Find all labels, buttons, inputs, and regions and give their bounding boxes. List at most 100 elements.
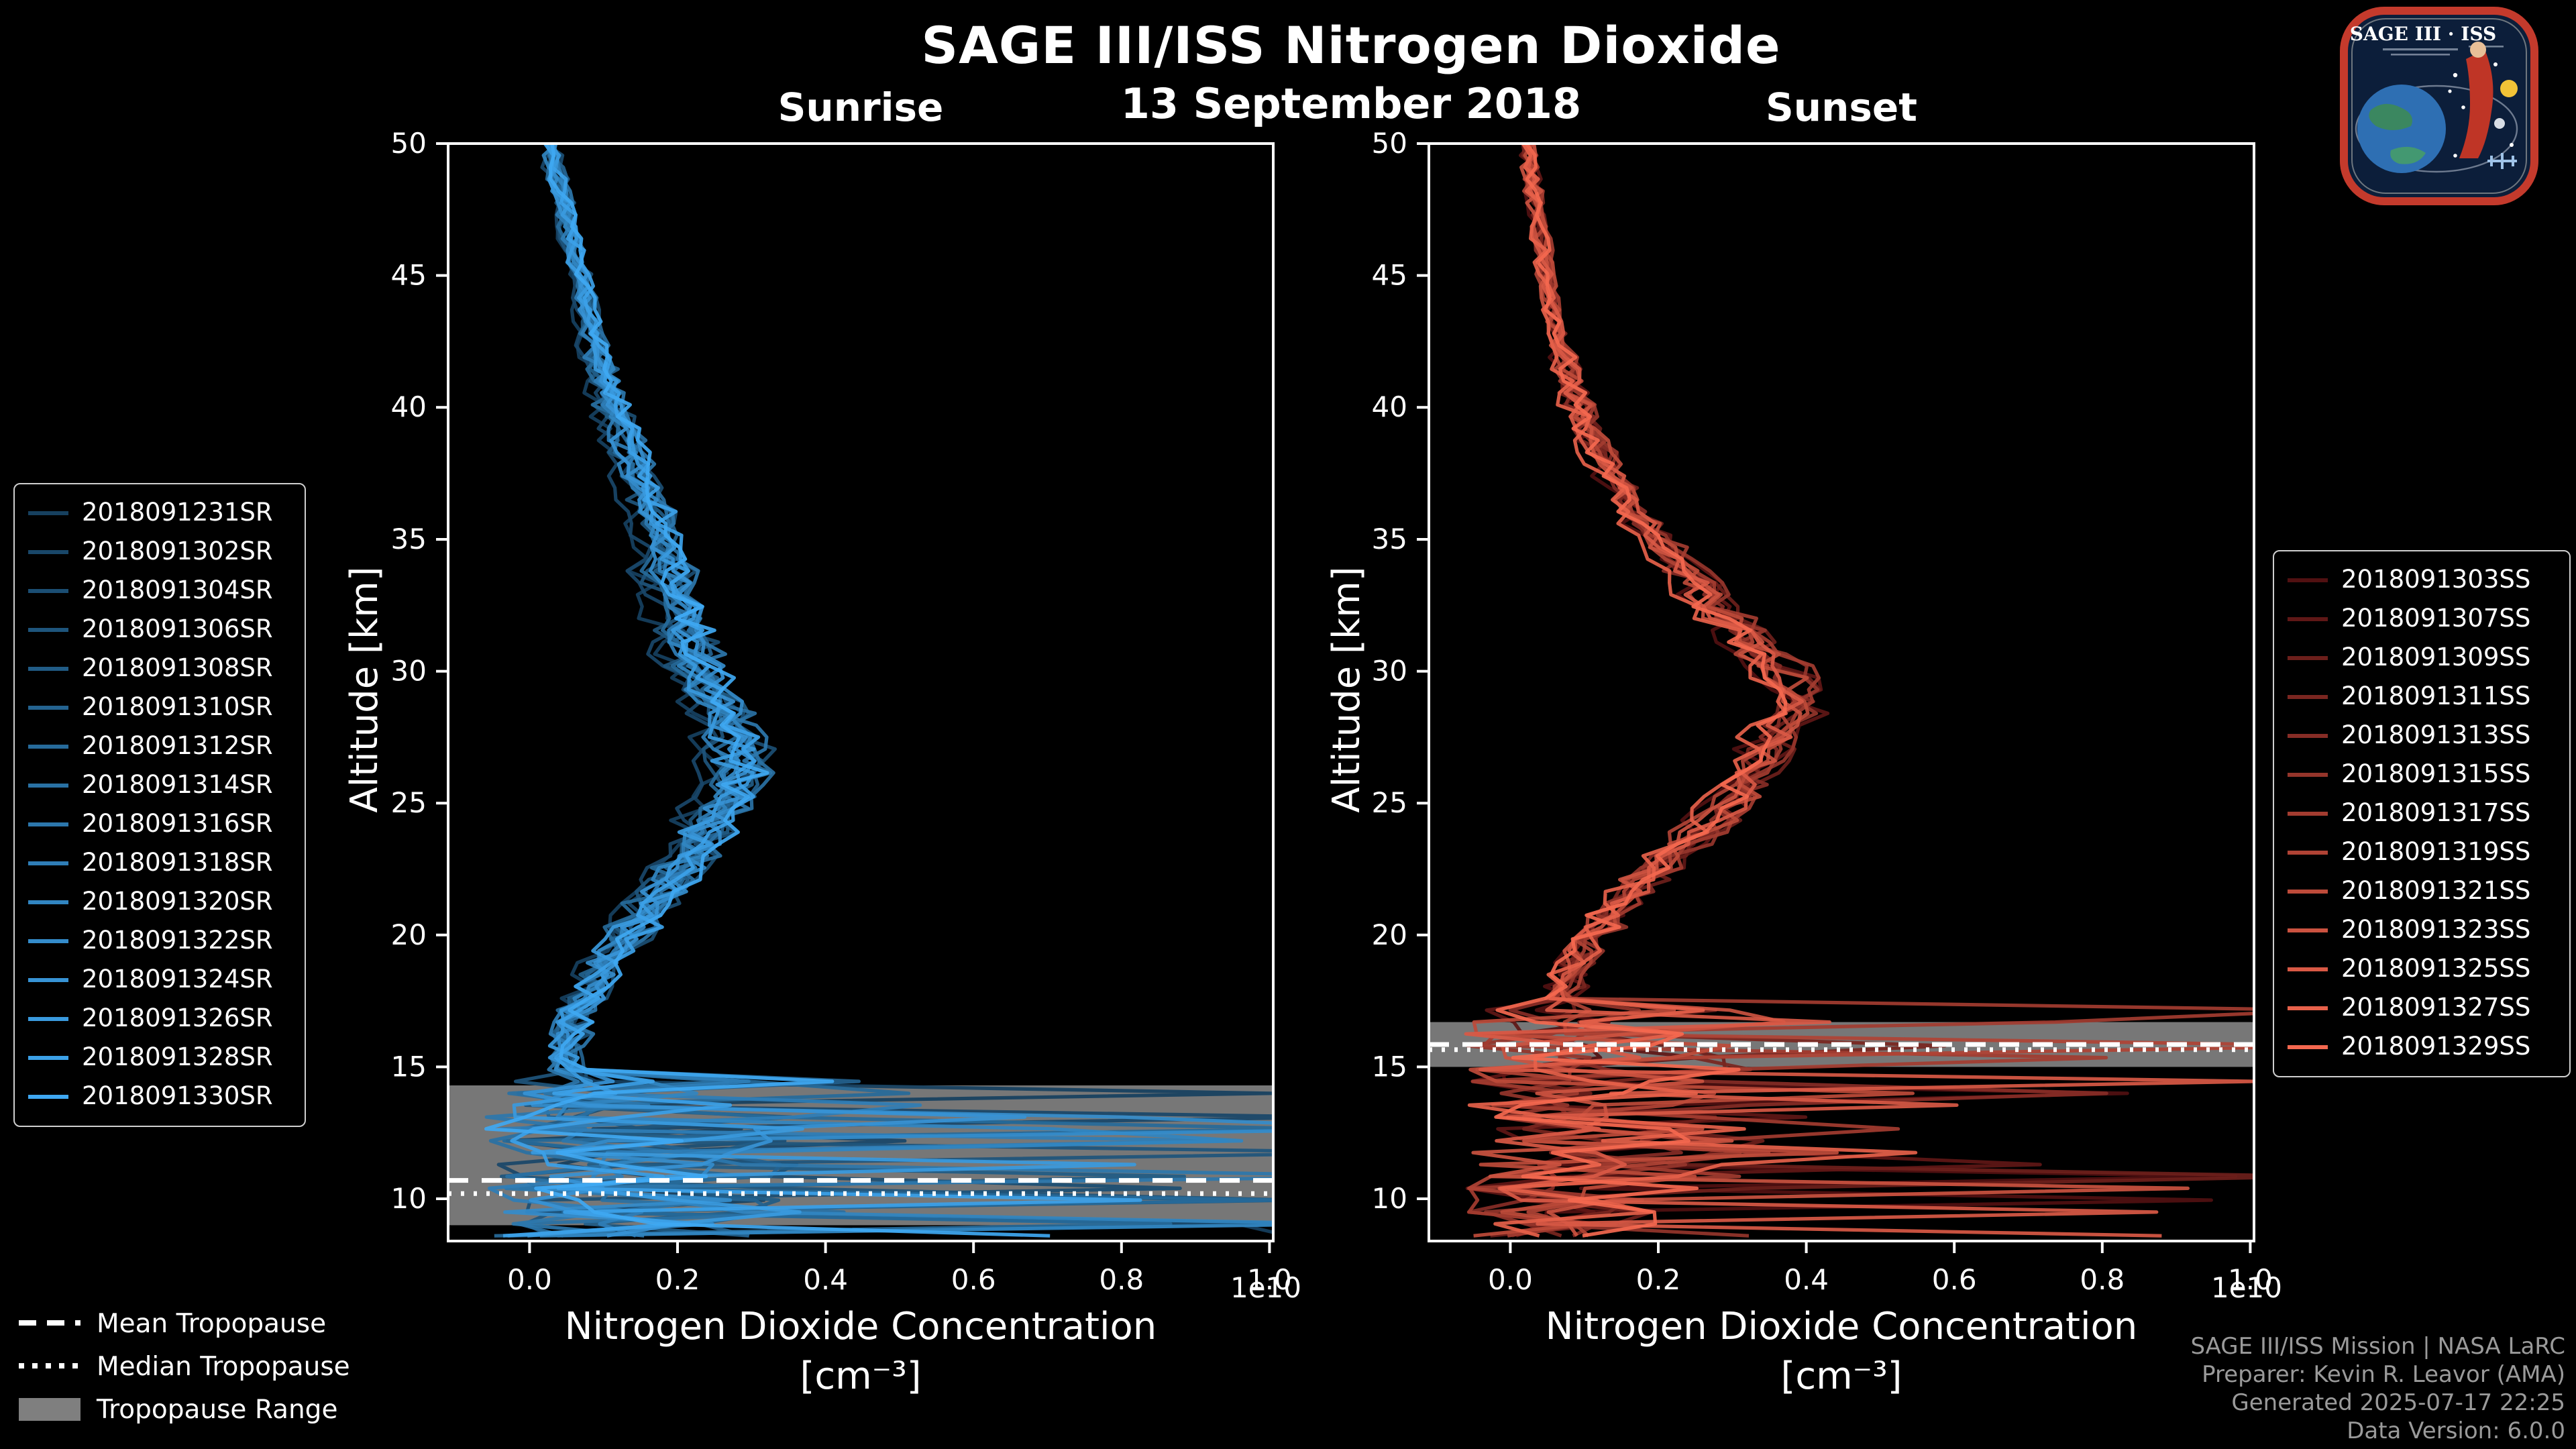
- legend-label: 2018091330SR: [82, 1083, 273, 1111]
- legend-label: 2018091312SR: [82, 733, 273, 761]
- patch-fineprint: [2383, 46, 2504, 56]
- profile-line-2018091326SR: [512, 144, 1136, 1238]
- legend-label: 2018091319SS: [2341, 839, 2531, 867]
- legend-label: 2018091322SR: [82, 927, 273, 955]
- x-tick-label: 0.4: [1784, 1263, 1829, 1296]
- legend-label: 2018091315SS: [2341, 761, 2531, 789]
- legend-sunset: 2018091303SS 2018091307SS 2018091309SS 2018…: [2273, 550, 2571, 1077]
- legend-item: 2018091306SR: [28, 610, 291, 649]
- legend-item: 2018091312SR: [28, 727, 291, 766]
- figure-date: 13 September 2018: [1120, 80, 1582, 129]
- legend-label: 2018091304SR: [82, 577, 273, 605]
- legend-item: 2018091309SS: [2288, 639, 2556, 678]
- plot-border: [1428, 142, 2255, 1242]
- legend-item: 2018091310SR: [28, 688, 291, 727]
- legend-label: 2018091323SS: [2341, 916, 2531, 945]
- gray-patch-sample: [19, 1397, 80, 1420]
- x-tick-label: 0.6: [1932, 1263, 1977, 1296]
- legend-line-sample: [28, 549, 68, 555]
- mission-patch-logo: SAGE III · ISS: [2340, 7, 2538, 205]
- legend-line-sample: [28, 1016, 68, 1022]
- legend-item: 2018091321SS: [2288, 872, 2556, 911]
- credits-mission: SAGE III/ISS Mission | NASA LaRC: [2190, 1334, 2565, 1360]
- x-axis-units-sunrise: [cm⁻³]: [800, 1354, 922, 1398]
- legend-line-sample: [2288, 889, 2328, 894]
- y-tick-label: 50: [1372, 127, 1407, 160]
- profile-line-2018091325SS: [1464, 144, 2254, 1238]
- legend-line-sample: [28, 783, 68, 788]
- axis-ticks: 0.0 0.2 0.4 0.6 0.8 1.0 10 15 20 25 30 35 40 45 50: [391, 127, 1292, 1296]
- legend-line-sample: [2288, 733, 2328, 739]
- legend-label: 2018091314SR: [82, 771, 273, 800]
- legend-item: 2018091322SR: [28, 922, 291, 961]
- y-axis-label-sunset: Altitude [km]: [1324, 566, 1368, 813]
- x-tick-label: 0.2: [655, 1263, 700, 1296]
- legend-item-median-tropopause: Median Tropopause: [19, 1344, 350, 1387]
- legend-line-sample: [28, 744, 68, 749]
- legend-label: 2018091325SS: [2341, 955, 2531, 983]
- legend-line-sample: [28, 511, 68, 516]
- legend-line-sample: [2288, 655, 2328, 661]
- plot-border: [447, 142, 1275, 1242]
- x-axis-label-sunrise: Nitrogen Dioxide Concentration: [564, 1304, 1157, 1348]
- legend-item: 2018091315SS: [2288, 755, 2556, 794]
- y-tick-label: 40: [391, 390, 427, 423]
- moon: [2494, 118, 2505, 129]
- legend-label: Tropopause Range: [97, 1393, 338, 1424]
- sunset-plot: 0.0 0.2 0.4 0.6 0.8 1.0 10 15 20 25 30 35 40 45 50: [1372, 127, 2273, 1296]
- legend-label: 2018091318SR: [82, 849, 273, 877]
- legend-label: 2018091306SR: [82, 616, 273, 644]
- y-tick-label: 50: [391, 127, 427, 160]
- legend-line-sample: [2288, 1044, 2328, 1050]
- legend-label: 2018091303SS: [2341, 566, 2531, 594]
- legend-item: 2018091313SS: [2288, 716, 2556, 755]
- legend-label: 2018091231SR: [82, 499, 273, 527]
- legend-line-sample: [2288, 850, 2328, 855]
- figure-head: [2470, 42, 2486, 58]
- legend-item: 2018091327SS: [2288, 989, 2556, 1028]
- dotted-line-sample: [19, 1363, 80, 1368]
- credits-data-version: Data Version: 6.0.0: [2347, 1418, 2565, 1445]
- legend-label: 2018091324SR: [82, 966, 273, 994]
- x-tick-label: 0.0: [1488, 1263, 1533, 1296]
- profile-line-2018091310SR: [519, 144, 861, 1238]
- y-tick-label: 20: [391, 918, 427, 951]
- legend-label: 2018091310SR: [82, 694, 273, 722]
- legend-line-sample: [2288, 616, 2328, 622]
- credits-preparer: Preparer: Kevin R. Leavor (AMA): [2202, 1362, 2565, 1389]
- legend-item-tropopause-range: Tropopause Range: [19, 1387, 350, 1430]
- y-tick-label: 35: [1372, 523, 1407, 555]
- legend-label: 2018091321SS: [2341, 877, 2531, 906]
- legend-label: 2018091320SR: [82, 888, 273, 916]
- x-tick-label: 1.0: [2228, 1263, 2273, 1296]
- legend-item: 2018091329SS: [2288, 1028, 2556, 1067]
- stars: [2448, 62, 2514, 158]
- legend-line-sample: [2288, 967, 2328, 972]
- legend-item: 2018091330SR: [28, 1077, 291, 1116]
- patch-inner-ring: [2351, 18, 2527, 194]
- legend-item: 2018091311SS: [2288, 678, 2556, 716]
- x-tick-label: 0.4: [803, 1263, 848, 1296]
- legend-line-sample: [2288, 811, 2328, 816]
- legend-item: 2018091325SS: [2288, 950, 2556, 989]
- legend-label: 2018091326SR: [82, 1005, 273, 1033]
- tropopause-legend: Mean Tropopause Median Tropopause Tropop…: [19, 1301, 350, 1430]
- legend-line-sample: [28, 705, 68, 710]
- axis-ticks: 0.0 0.2 0.4 0.6 0.8 1.0 10 15 20 25 30 35 40 45 50: [1372, 127, 2273, 1296]
- y-tick-label: 20: [1372, 918, 1407, 951]
- dashed-line-sample: [19, 1320, 80, 1326]
- profile-lines: [1464, 144, 2254, 1238]
- legend-line-sample: [28, 1094, 68, 1099]
- legend-line-sample: [28, 900, 68, 905]
- x-axis-offset-sunrise: 1e10: [1230, 1272, 1301, 1304]
- x-tick-label: 0.6: [951, 1263, 996, 1296]
- y-axis-label-sunrise: Altitude [km]: [342, 566, 386, 813]
- legend-label: 2018091308SR: [82, 655, 273, 683]
- legend-item: 2018091320SR: [28, 883, 291, 922]
- y-tick-label: 45: [1372, 259, 1407, 292]
- legend-item: 2018091326SR: [28, 1000, 291, 1038]
- legend-item: 2018091231SR: [28, 494, 291, 533]
- legend-item: 2018091323SS: [2288, 911, 2556, 950]
